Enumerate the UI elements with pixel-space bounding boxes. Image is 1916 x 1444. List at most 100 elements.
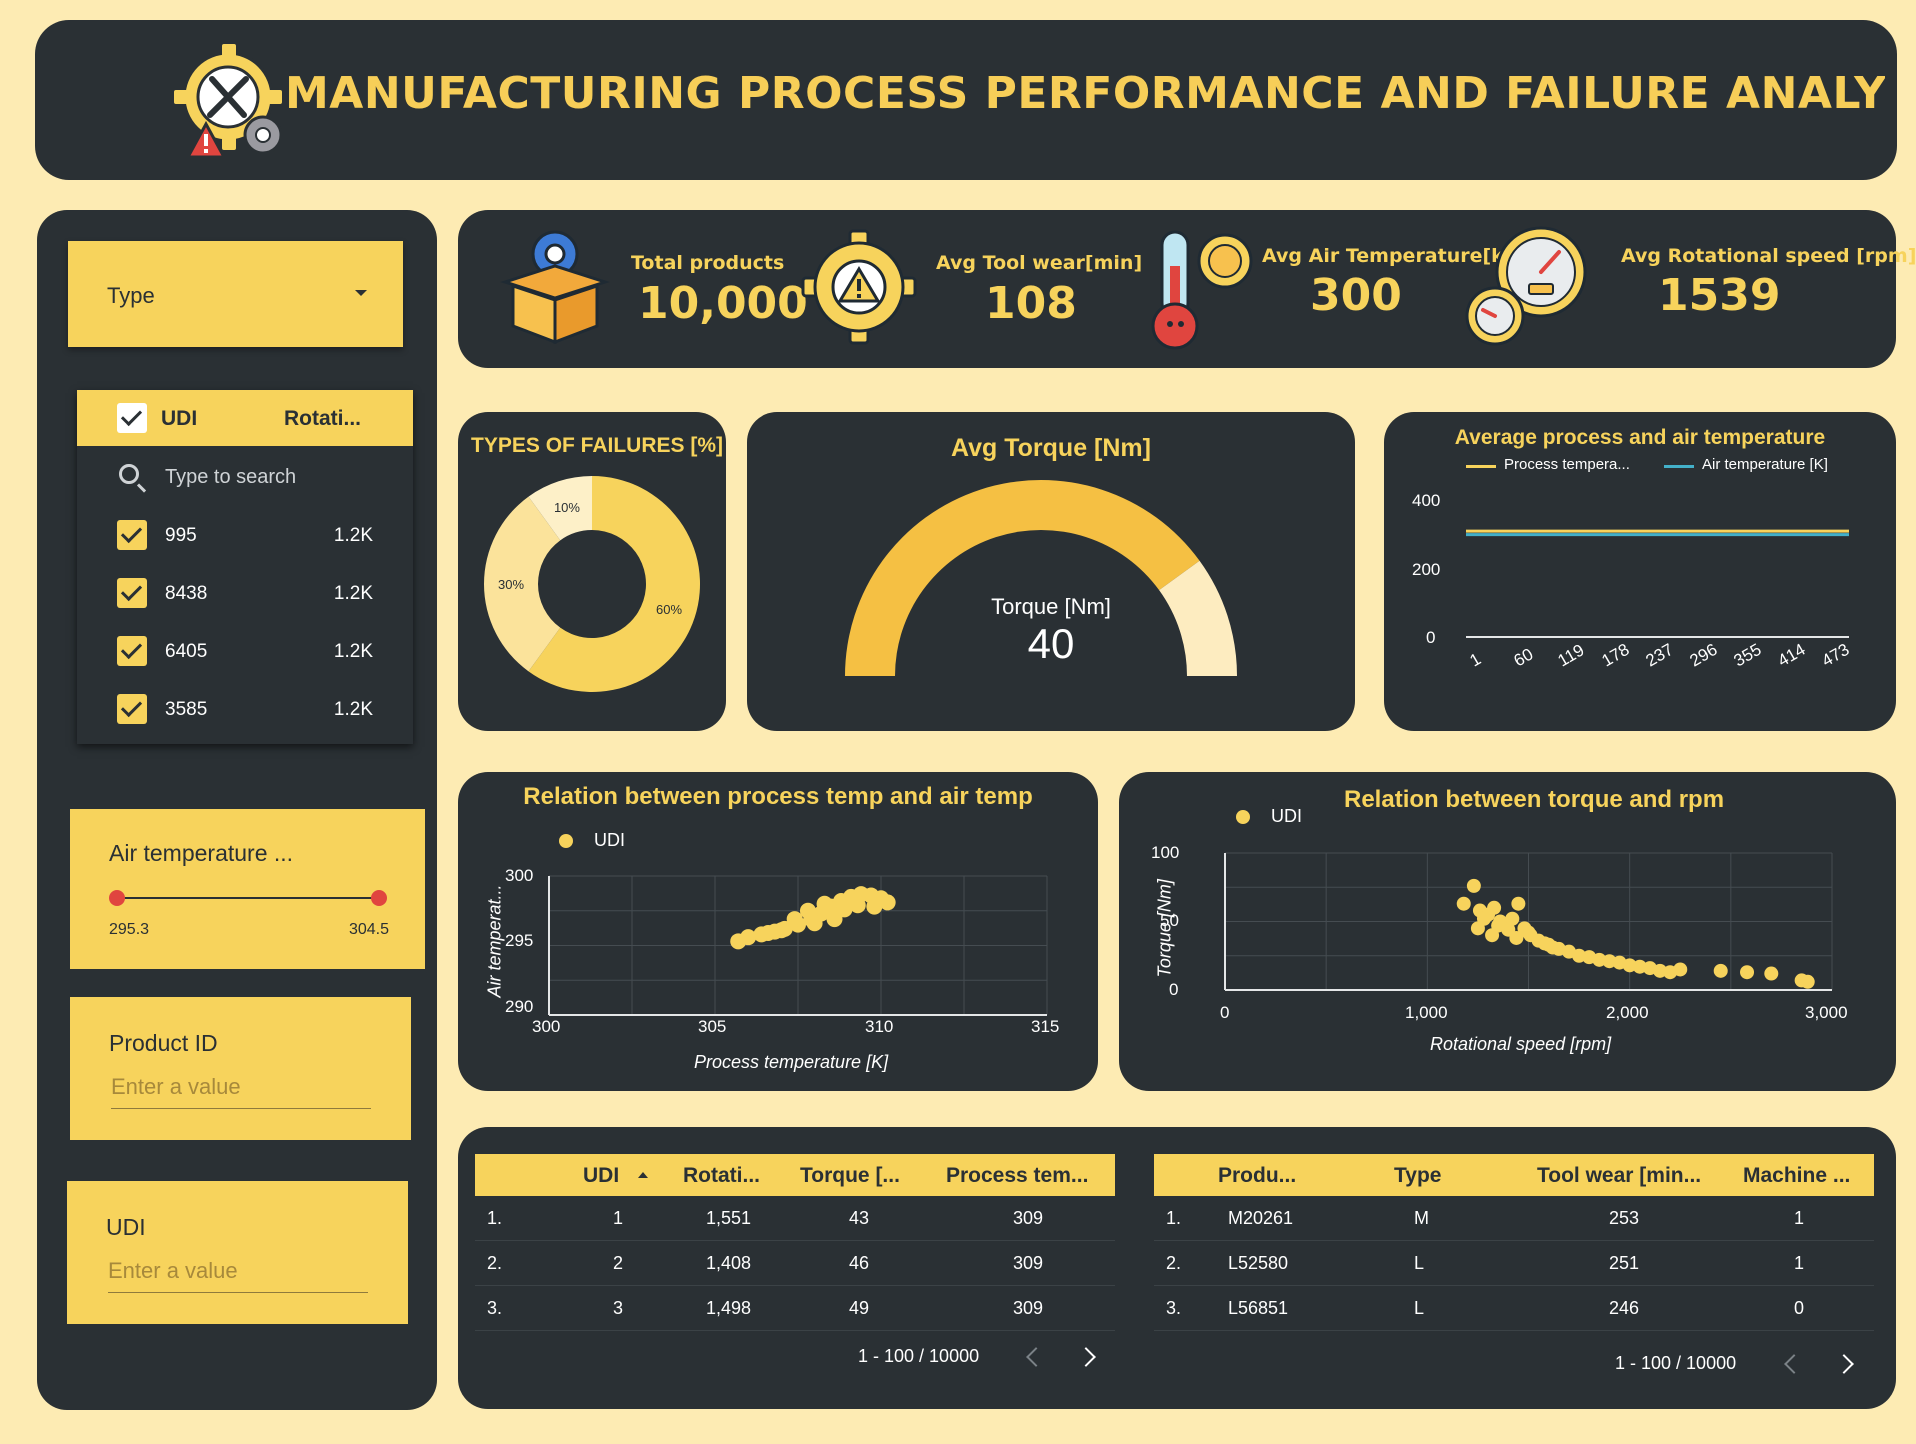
speedometer-icon (1465, 226, 1587, 346)
next-page-icon[interactable] (1076, 1347, 1096, 1367)
scatter-point (1456, 896, 1471, 911)
prev-page-icon[interactable] (1026, 1347, 1046, 1367)
product-id-filter: Product ID Enter a value (70, 997, 411, 1140)
legend-dot (1236, 810, 1250, 824)
row-index: 1. (1166, 1208, 1182, 1228)
x-tick: 355 (1731, 640, 1765, 671)
table-row[interactable]: 2. 2 1,408 46 309 (475, 1241, 1115, 1286)
y-tick: 200 (1412, 560, 1441, 579)
list-item[interactable]: 8438 1.2K (77, 564, 413, 622)
donut-slice (484, 496, 561, 672)
col-rotation[interactable]: Rotati... (683, 1164, 760, 1187)
udi-input[interactable]: Enter a value (108, 1258, 368, 1293)
x-tick: 3,000 (1805, 1003, 1848, 1022)
scatter-torque-title: Relation between torque and rpm (1344, 786, 1725, 813)
col-torque[interactable]: Torque [... (800, 1164, 900, 1187)
list-item[interactable]: 995 1.2K (77, 506, 413, 564)
udi-filter: UDI Enter a value (67, 1181, 408, 1324)
rotation-column-header[interactable]: Rotati... (284, 407, 361, 430)
x-tick: 315 (1031, 1017, 1060, 1036)
scatter-torque-legend[interactable]: UDI (1271, 806, 1302, 826)
item-checkbox[interactable] (117, 694, 147, 724)
scatter-point (806, 915, 823, 932)
next-page-icon[interactable] (1834, 1354, 1854, 1374)
item-value: 8438 (165, 583, 208, 604)
slice-label: 60% (656, 602, 682, 617)
kpi-label: Total products (631, 252, 785, 274)
box-gear-icon (500, 230, 610, 344)
udi-filter-list: UDI Rotati... Type to search 995 1.2K 84… (77, 390, 413, 744)
item-value: 6405 (165, 641, 208, 662)
cell: 49 (849, 1298, 870, 1318)
search-icon (119, 464, 139, 484)
scatter-point (1800, 974, 1815, 989)
product-id-input[interactable]: Enter a value (111, 1074, 371, 1109)
scatter-temp-legend[interactable]: UDI (594, 830, 625, 850)
air-temperature-slider: Air temperature ... 295.3 304.5 (70, 809, 425, 969)
y-tick: 50 (1160, 911, 1179, 930)
row-index: 2. (487, 1253, 503, 1273)
scatter-point (1509, 930, 1524, 945)
col-tool-wear[interactable]: Tool wear [min... (1537, 1164, 1702, 1187)
cell: M (1414, 1208, 1429, 1228)
kpi-label: Avg Rotational speed [rpm] (1621, 245, 1916, 267)
y-tick: 295 (505, 931, 534, 950)
col-product-id[interactable]: Produ... (1218, 1164, 1297, 1187)
type-dropdown[interactable]: Type (68, 241, 403, 347)
x-tick: 1,000 (1405, 1003, 1448, 1022)
gauge-value-arc (845, 480, 1200, 676)
table-row[interactable]: 1. 1 1,551 43 309 (475, 1196, 1115, 1241)
scatter-point (1505, 911, 1520, 926)
table-row[interactable]: 3. 3 1,498 49 309 (475, 1286, 1115, 1331)
cell: 3 (613, 1298, 624, 1318)
item-count: 1.2K (333, 583, 373, 604)
scatter-point (1740, 965, 1755, 980)
x-tick: 473 (1819, 640, 1853, 671)
x-axis-title: Process temperature [K] (694, 1052, 889, 1072)
legend-air[interactable]: Air temperature [K] (1702, 456, 1828, 473)
right-table-pagination: 1 - 100 / 10000 (1615, 1353, 1737, 1373)
gauge-remaining-arc (1159, 560, 1237, 676)
x-tick: 0 (1220, 1003, 1230, 1022)
cell: 1 (613, 1208, 624, 1228)
item-checkbox[interactable] (117, 636, 147, 666)
col-udi[interactable]: UDI (583, 1164, 620, 1187)
udi-column-header[interactable]: UDI (161, 407, 198, 430)
list-search-input[interactable]: Type to search (77, 446, 413, 506)
item-checkbox[interactable] (117, 520, 147, 550)
prev-page-icon[interactable] (1784, 1354, 1804, 1374)
legend-process[interactable]: Process tempera... (1504, 456, 1630, 473)
col-process-temp[interactable]: Process tem... (946, 1164, 1089, 1187)
failures-chart-title: TYPES OF FAILURES [%] (471, 434, 724, 457)
failures-donut: 60% 30% 10% (484, 476, 700, 692)
left-table-pagination: 1 - 100 / 10000 (858, 1346, 980, 1366)
table-row[interactable]: 3. L56851 L 246 0 (1154, 1286, 1874, 1331)
type-dropdown-label: Type (107, 283, 155, 308)
scatter-point (773, 922, 790, 939)
col-type[interactable]: Type (1394, 1164, 1442, 1187)
x-tick: 60 (1511, 645, 1537, 671)
failures-chart-card: TYPES OF FAILURES [%] 60% 30% 10% (458, 412, 726, 731)
slider-min-handle[interactable] (109, 890, 125, 906)
scatter-point (740, 929, 757, 946)
select-all-checkbox[interactable] (117, 403, 147, 433)
x-tick: 178 (1599, 640, 1633, 671)
y-tick: 0 (1426, 628, 1436, 647)
kpi-value: 1539 (1658, 270, 1781, 321)
cell: 309 (1013, 1298, 1044, 1318)
slider-max-handle[interactable] (371, 890, 387, 906)
scatter-temp-title: Relation between process temp and air te… (523, 783, 1033, 810)
x-tick: 296 (1687, 640, 1721, 671)
warning-gear-icon (801, 229, 917, 345)
item-count: 1.2K (333, 641, 373, 662)
slider-track[interactable] (117, 897, 379, 899)
col-machine-failure[interactable]: Machine ... (1743, 1164, 1851, 1187)
tables-card: UDI Rotati... Torque [... Process tem...… (458, 1127, 1896, 1409)
item-checkbox[interactable] (117, 578, 147, 608)
scatter-point (1713, 963, 1728, 978)
table-row[interactable]: 2. L52580 L 251 1 (1154, 1241, 1874, 1286)
cell: 1 (1794, 1208, 1805, 1228)
table-row[interactable]: 1. M20261 M 253 1 (1154, 1196, 1874, 1241)
list-item[interactable]: 3585 1.2K (77, 680, 413, 738)
list-item[interactable]: 6405 1.2K (77, 622, 413, 680)
